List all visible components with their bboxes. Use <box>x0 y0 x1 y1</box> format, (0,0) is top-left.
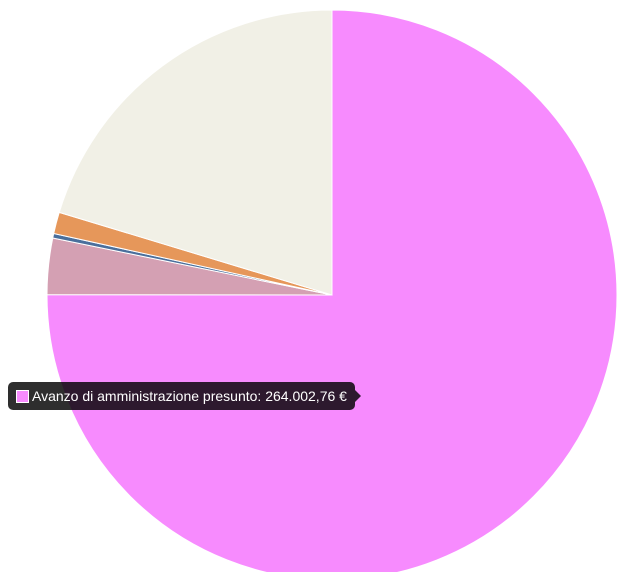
tooltip-color-swatch <box>16 389 29 403</box>
tooltip-text: Avanzo di amministrazione presunto: 264.… <box>32 388 347 404</box>
pie-slice-4[interactable] <box>58 9 333 296</box>
chart-tooltip: Avanzo di amministrazione presunto: 264.… <box>8 382 361 410</box>
